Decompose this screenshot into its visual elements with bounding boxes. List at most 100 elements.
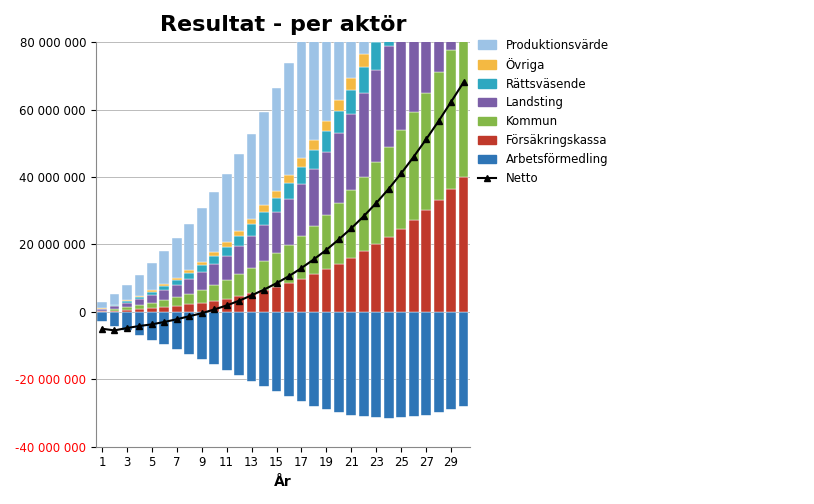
Bar (147, 303, 157, 308)
Bar (197, 312, 207, 360)
Bar (234, 296, 244, 312)
Bar (371, 70, 381, 162)
Bar (434, 312, 444, 413)
Bar (197, 272, 207, 290)
Bar (209, 285, 219, 301)
Bar (371, 28, 381, 42)
Bar (259, 212, 269, 225)
Bar (296, 184, 306, 235)
Bar (296, 167, 306, 184)
Bar (272, 253, 282, 287)
Bar (247, 134, 256, 219)
Bar (122, 307, 132, 310)
Bar (234, 154, 244, 231)
Bar (234, 236, 244, 246)
Bar (284, 199, 294, 245)
Bar (446, 50, 456, 189)
Bar (371, 42, 381, 70)
Bar (234, 231, 244, 236)
Bar (209, 253, 219, 257)
Bar (259, 290, 269, 312)
Bar (172, 297, 182, 306)
Bar (422, 312, 431, 416)
Bar (110, 309, 120, 311)
Bar (359, 93, 369, 177)
Bar (160, 300, 169, 307)
Bar (147, 308, 157, 312)
Bar (296, 279, 306, 312)
Bar (384, 237, 394, 312)
Bar (134, 275, 144, 296)
Bar (347, 258, 357, 312)
Bar (247, 268, 256, 293)
Bar (322, 121, 331, 131)
Bar (396, 0, 406, 21)
Bar (110, 306, 120, 309)
Bar (384, 147, 394, 237)
Bar (134, 297, 144, 299)
Bar (209, 301, 219, 312)
Bar (347, 191, 357, 258)
Bar (459, 27, 468, 177)
Bar (134, 305, 144, 309)
Bar (221, 280, 231, 298)
Bar (334, 264, 344, 312)
Bar (359, 251, 369, 312)
Bar (272, 88, 282, 191)
Bar (396, 312, 406, 418)
Bar (259, 261, 269, 290)
Bar (422, 0, 431, 93)
Bar (309, 226, 319, 274)
Bar (296, 36, 306, 158)
Bar (259, 112, 269, 206)
Bar (347, 78, 357, 90)
Bar (359, 177, 369, 251)
Bar (97, 308, 107, 309)
Bar (384, 17, 394, 46)
Bar (221, 298, 231, 312)
Bar (359, 67, 369, 93)
Bar (160, 290, 169, 300)
Bar (247, 293, 256, 312)
Bar (185, 312, 194, 355)
Bar (459, 0, 468, 27)
Bar (322, 152, 331, 215)
Bar (309, 274, 319, 312)
Bar (422, 93, 431, 210)
Bar (185, 273, 194, 279)
Bar (384, 0, 394, 2)
Bar (221, 246, 231, 256)
Bar (296, 158, 306, 167)
Bar (259, 206, 269, 212)
Bar (309, 8, 319, 140)
Bar (409, 220, 418, 312)
Bar (147, 292, 157, 295)
Bar (359, 0, 369, 54)
Bar (122, 285, 132, 300)
Bar (434, 72, 444, 200)
Bar (110, 305, 120, 306)
Bar (122, 312, 132, 332)
Bar (272, 198, 282, 212)
Bar (309, 150, 319, 168)
Bar (371, 162, 381, 244)
Title: Resultat - per aktör: Resultat - per aktör (160, 15, 406, 35)
Bar (134, 312, 144, 336)
Bar (446, 189, 456, 312)
Bar (97, 302, 107, 308)
Bar (247, 219, 256, 224)
Bar (209, 192, 219, 253)
Bar (446, 0, 456, 50)
Bar (334, 0, 344, 100)
Bar (396, 21, 406, 130)
Bar (185, 270, 194, 273)
Bar (247, 236, 256, 268)
Bar (459, 312, 468, 407)
Bar (110, 294, 120, 305)
Bar (160, 251, 169, 284)
Bar (185, 294, 194, 304)
Bar (172, 312, 182, 350)
Bar (234, 246, 244, 274)
Bar (147, 264, 157, 290)
Bar (409, 0, 418, 112)
